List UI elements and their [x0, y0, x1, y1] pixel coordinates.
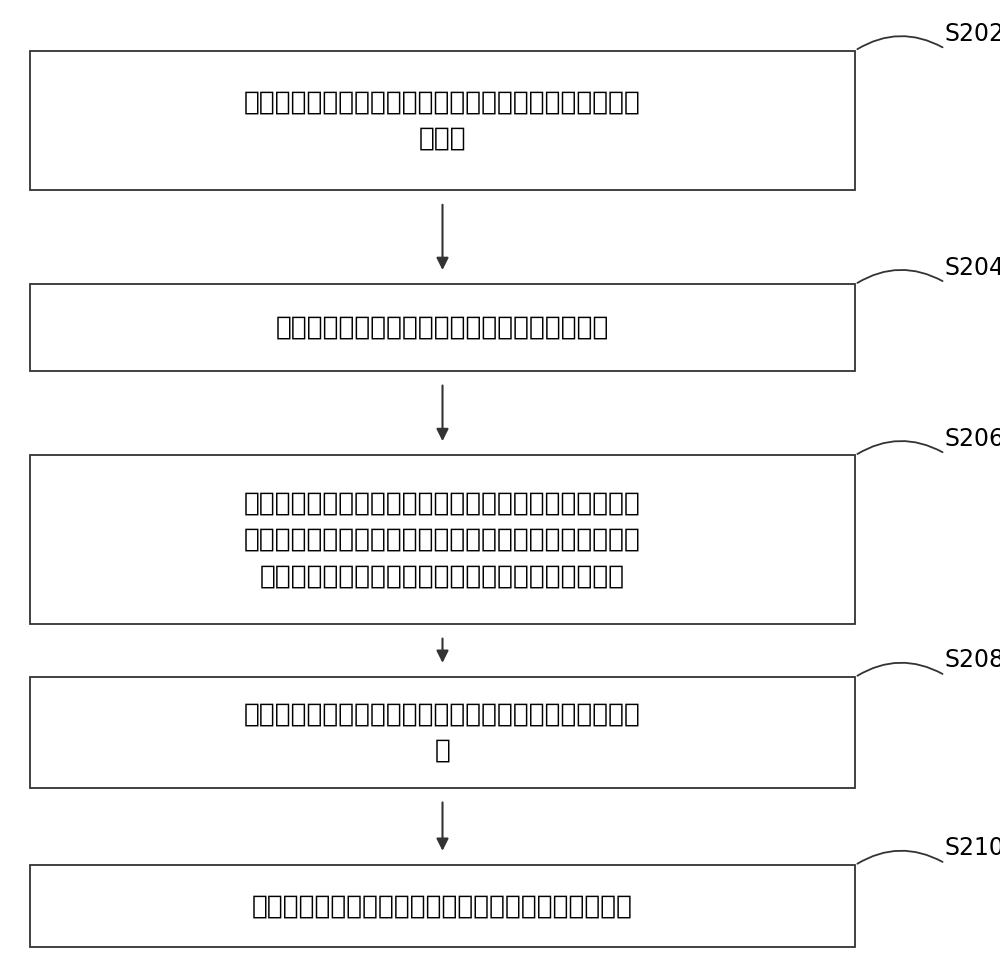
- Text: 将物理参数输入至预先训练好的机器学习模型，以使机器: 将物理参数输入至预先训练好的机器学习模型，以使机器: [244, 491, 641, 516]
- Bar: [30, 455, 855, 625]
- Text: S210: S210: [945, 837, 1000, 860]
- Text: 阵: 阵: [435, 738, 450, 763]
- Text: S204: S204: [945, 255, 1000, 280]
- Text: 度参数: 度参数: [419, 126, 466, 151]
- Bar: [30, 284, 855, 371]
- Text: S206: S206: [945, 427, 1000, 450]
- Bar: [30, 50, 855, 191]
- Text: 基于全波形反演矩阵，重构得到地下结构的速度结构图: 基于全波形反演矩阵，重构得到地下结构的速度结构图: [252, 894, 633, 919]
- Text: S208: S208: [945, 649, 1000, 673]
- Bar: [30, 677, 855, 789]
- Text: 学习模型根据物理参数输出全波形反演结果；其中，全波: 学习模型根据物理参数输出全波形反演结果；其中，全波: [244, 527, 641, 552]
- Text: 将初始物理参数进行参数化处理，得到物理参数: 将初始物理参数进行参数化处理，得到物理参数: [276, 315, 609, 340]
- Text: 获取初始物理参数；其中，初始物理参数为地下结构的速: 获取初始物理参数；其中，初始物理参数为地下结构的速: [244, 90, 641, 115]
- Text: 将全波形反演结果进行波场正演模拟，得到全波形反演矩: 将全波形反演结果进行波场正演模拟，得到全波形反演矩: [244, 702, 641, 727]
- Bar: [30, 866, 855, 947]
- Text: 形反演结果与机器学习模型的权重系数满足预设关系: 形反演结果与机器学习模型的权重系数满足预设关系: [260, 564, 625, 589]
- Text: S202: S202: [945, 22, 1000, 45]
